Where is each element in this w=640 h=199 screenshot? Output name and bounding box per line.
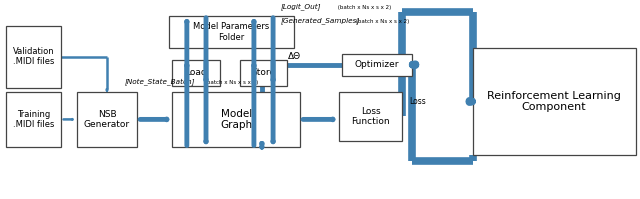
Text: Optimizer: Optimizer (355, 60, 399, 69)
Text: Loss
Function: Loss Function (351, 107, 390, 126)
FancyBboxPatch shape (6, 26, 61, 88)
FancyBboxPatch shape (339, 92, 403, 141)
Text: Load: Load (186, 68, 207, 77)
Text: [Logit_Out]: [Logit_Out] (281, 3, 321, 10)
Text: Reinforcement Learning
Component: Reinforcement Learning Component (487, 91, 621, 112)
Text: Validation
.MIDI files: Validation .MIDI files (13, 47, 54, 66)
Text: Model
Graph: Model Graph (220, 109, 252, 130)
Text: (batch x Ns x s x 2): (batch x Ns x s x 2) (203, 80, 259, 85)
FancyBboxPatch shape (77, 92, 138, 147)
FancyBboxPatch shape (239, 60, 287, 86)
Text: Store: Store (252, 68, 275, 77)
FancyBboxPatch shape (473, 48, 636, 155)
Text: Training
.MIDI files: Training .MIDI files (13, 110, 54, 129)
Text: NSB
Generator: NSB Generator (84, 110, 130, 129)
Text: Loss: Loss (409, 97, 426, 106)
Text: (batch x Ns x s x 2): (batch x Ns x s x 2) (336, 5, 391, 10)
Text: Model Parameters
Folder: Model Parameters Folder (193, 22, 269, 42)
FancyBboxPatch shape (6, 92, 61, 147)
Text: ΔΘ: ΔΘ (287, 52, 301, 61)
Text: [Note_State_Batch]: [Note_State_Batch] (125, 78, 195, 85)
FancyBboxPatch shape (342, 54, 412, 76)
FancyBboxPatch shape (172, 92, 300, 147)
Text: [Generated_Samples]: [Generated_Samples] (281, 17, 360, 24)
FancyBboxPatch shape (172, 60, 220, 86)
FancyBboxPatch shape (169, 16, 294, 48)
Text: (batch x Ns x s x 2): (batch x Ns x s x 2) (354, 19, 409, 24)
